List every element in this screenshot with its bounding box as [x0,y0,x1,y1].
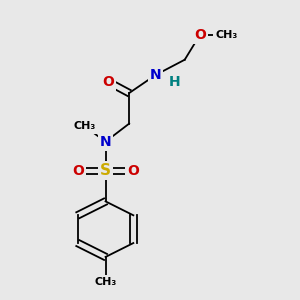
Text: CH₃: CH₃ [74,122,96,131]
Text: O: O [194,28,206,42]
Text: O: O [102,75,114,89]
Text: O: O [72,164,84,178]
Text: O: O [128,164,139,178]
Text: S: S [100,163,111,178]
Text: H: H [169,75,181,89]
Text: CH₃: CH₃ [215,30,238,40]
Text: N: N [150,68,161,82]
Text: N: N [100,135,111,149]
Text: CH₃: CH₃ [94,277,117,287]
